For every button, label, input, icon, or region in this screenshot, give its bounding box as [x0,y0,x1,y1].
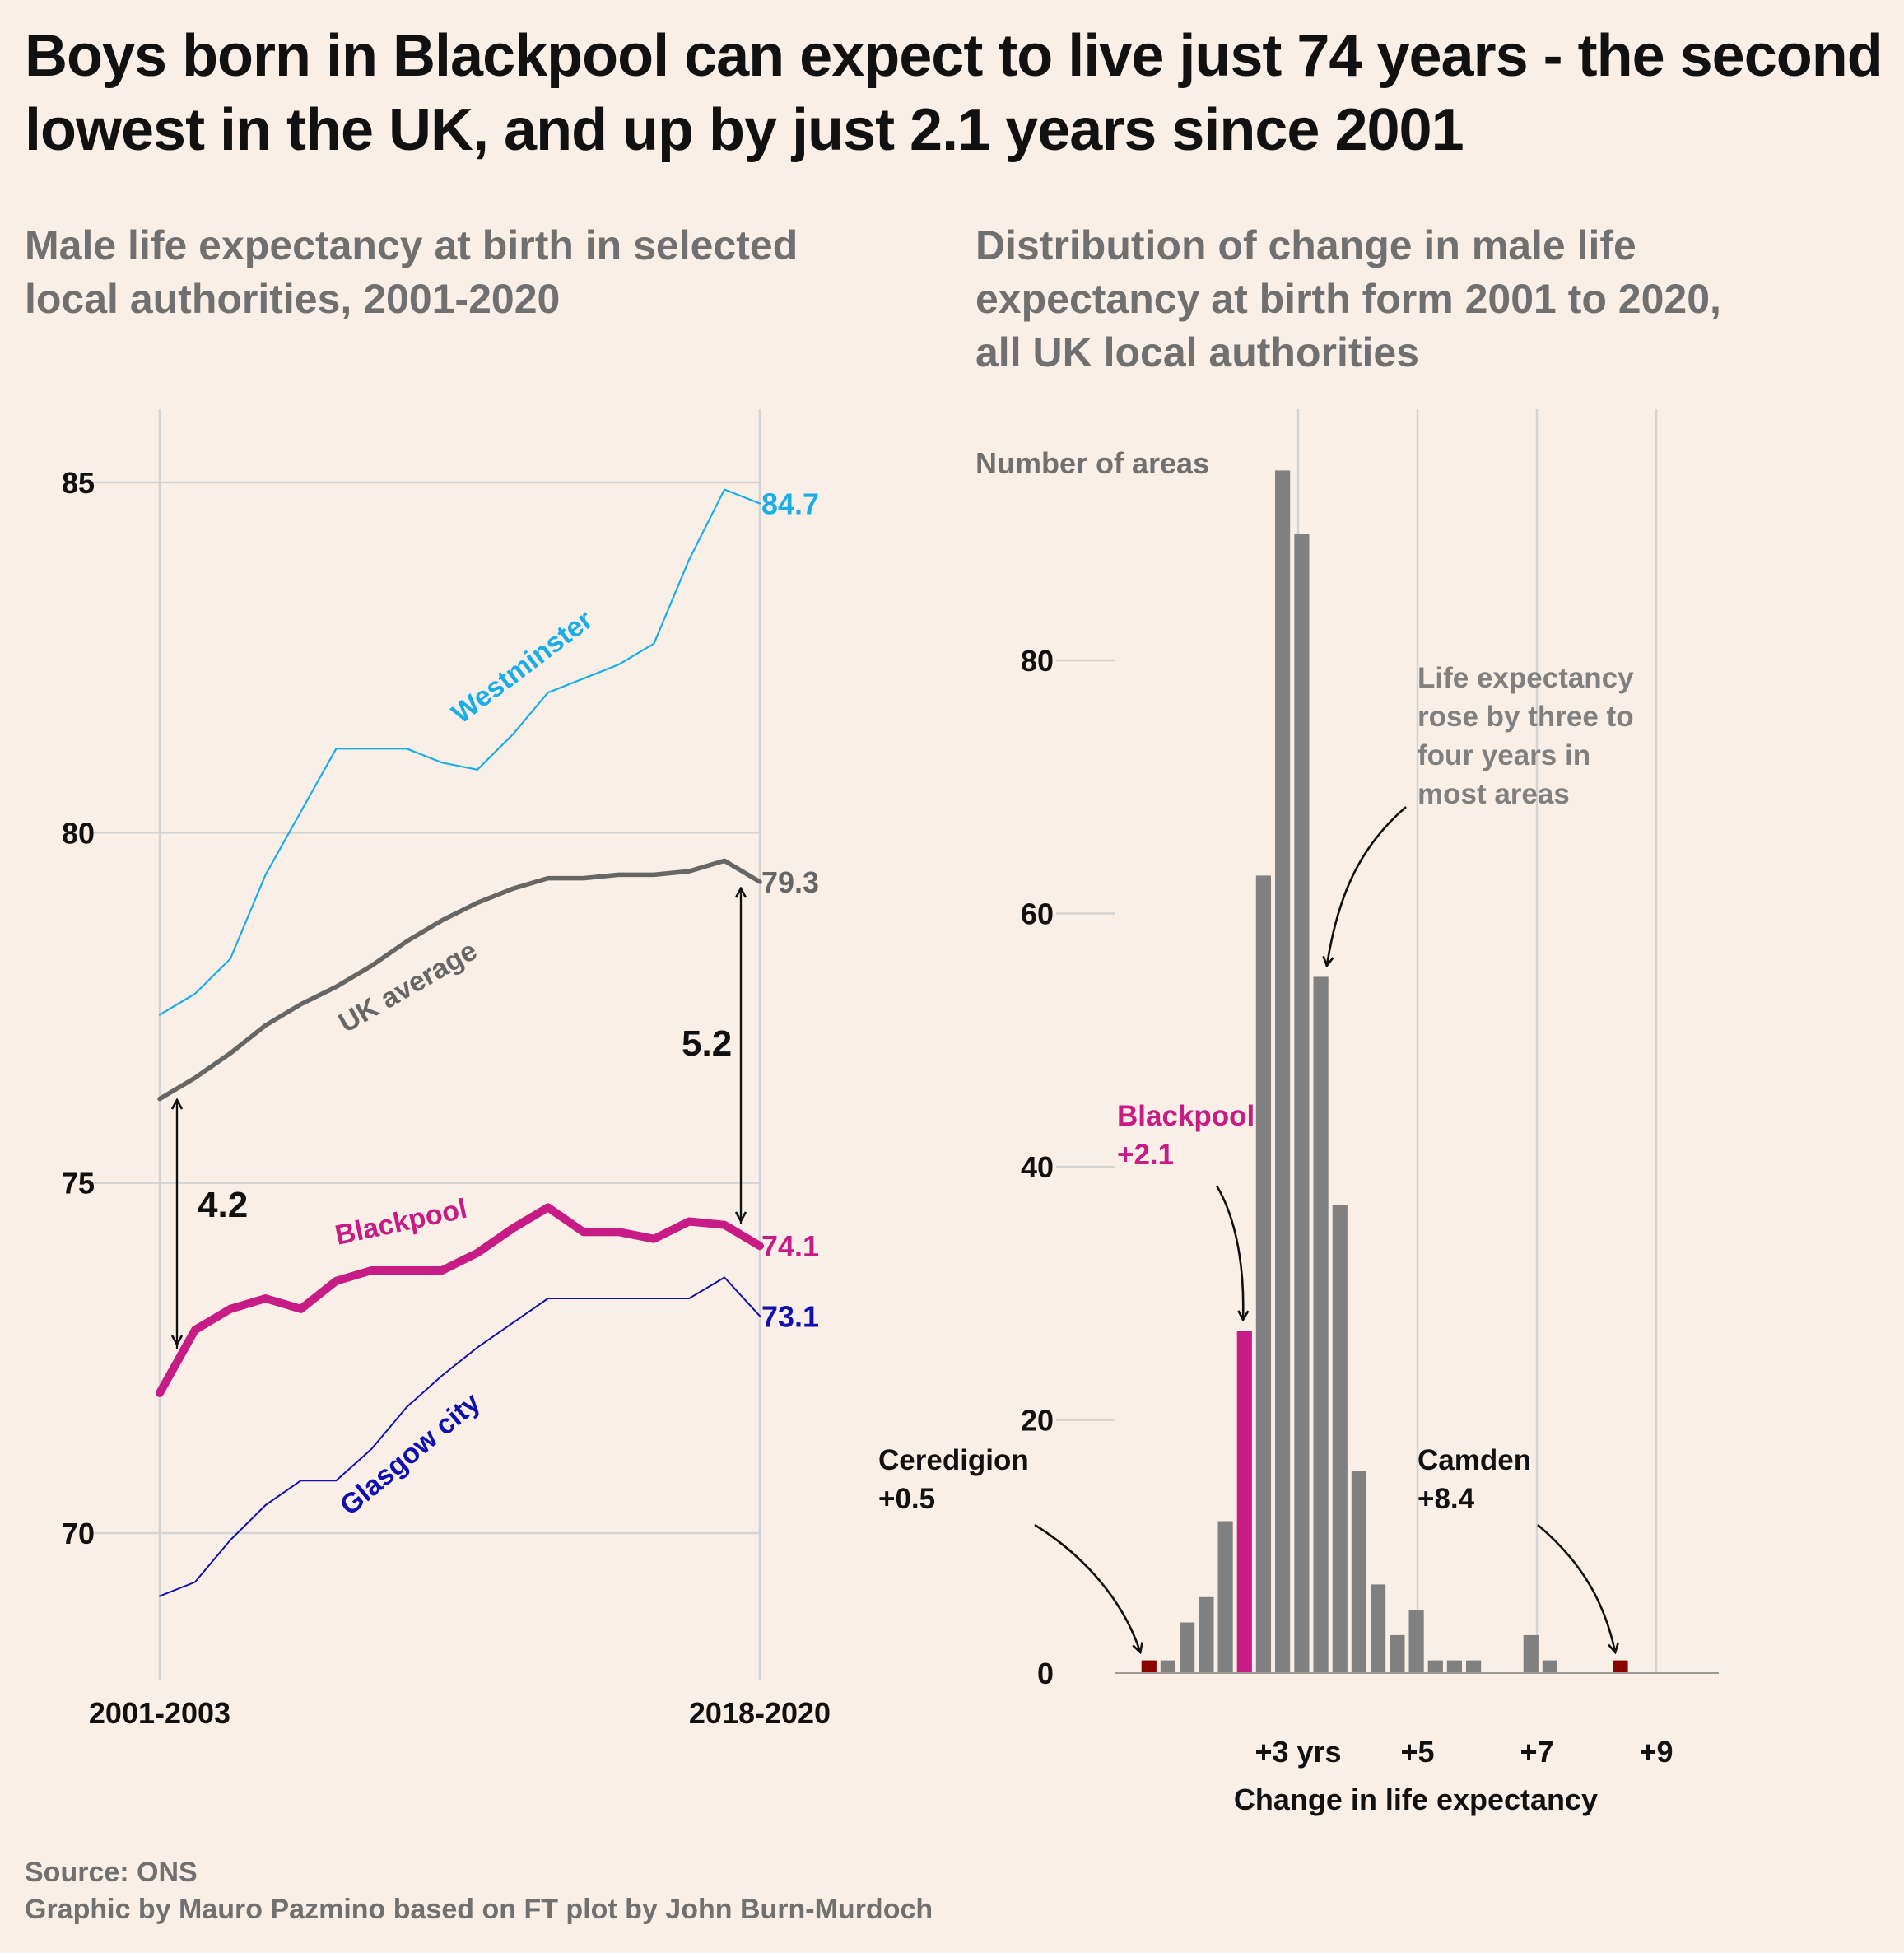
annotation-most-areas-line-4: most areas [1418,778,1570,810]
histogram-y-tick-80: 80 [1021,644,1054,678]
gap-label-2020: 5.2 [682,1023,732,1064]
series-label-westminster: Westminster [446,604,598,730]
series-label-blackpool: Blackpool [333,1193,470,1252]
annotation-most-areas-line-1: Life expectancy [1418,662,1634,694]
x-axis-title: Change in life expectancy [1234,1783,1598,1816]
line-chart-grid [91,409,761,1680]
histogram-bar [1371,1584,1386,1673]
line-chart: 70 75 80 85 2001-2003 2018-2020 84.7 79.3 74.… [62,409,831,1730]
histogram-bar [1390,1634,1405,1673]
right-chart-title-line-3: all UK local authorities [975,329,1419,375]
histogram-bar [1542,1660,1557,1673]
main-title-line-2: lowest in the UK, and up by just 2.1 yea… [25,97,1464,163]
gap-label-2001: 4.2 [198,1185,248,1225]
histogram-bar [1332,1205,1348,1673]
source-note: Source: ONS [25,1857,198,1888]
histogram-bar [1275,470,1291,1673]
right-chart-title-line-1: Distribution of change in male life [975,222,1636,268]
histogram-bar [1408,1610,1424,1673]
annotation-ceredigion-line-1: Ceredigion [878,1444,1029,1476]
annotation-most-areas-line-3: four years in [1418,739,1590,771]
annotation-blackpool-line-1: Blackpool [1117,1100,1255,1132]
annotation-camden-line-1: Camden [1418,1444,1531,1476]
annotation-ceredigion-arrow [1034,1523,1140,1652]
histogram-bar [1160,1660,1175,1673]
histogram-bar [1466,1660,1482,1673]
histogram-bar [1255,875,1271,1673]
end-label-blackpool: 74.1 [761,1229,819,1263]
histogram-y-tick-60: 60 [1021,897,1054,931]
histogram-bar [1236,1331,1252,1673]
y-tick-label-75: 75 [62,1167,95,1200]
annotation-blackpool-arrow [1215,1185,1243,1319]
credit-note: Graphic by Mauro Pazmino based on FT plo… [25,1894,933,1925]
series-line-uk-average [157,858,762,1102]
histogram-bar [1313,976,1329,1673]
histogram-x-ticks: +3 yrs +5 +7 +9 [1255,1735,1673,1769]
y-tick-label-85: 85 [62,466,95,500]
histogram-chart: 0 20 40 60 80 +3 yrs +5 +7 +9 Number of areas C… [878,409,1719,1816]
line-chart-series [156,488,764,1597]
annotation-camden-line-2: +8.4 [1418,1483,1475,1515]
series-line-westminster [158,488,761,1016]
histogram-y-tick-40: 40 [1021,1150,1054,1184]
line-chart-end-labels: 84.7 79.3 74.1 73.1 [761,487,819,1334]
end-label-uk-average: 79.3 [761,865,819,899]
annotation-ceredigion-line-2: +0.5 [878,1483,935,1515]
left-chart-title-line-1: Male life expectancy at birth in selecte… [25,222,798,268]
histogram-bar [1446,1660,1462,1673]
histogram-y-tick-0: 0 [1037,1657,1054,1690]
end-label-westminster: 84.7 [761,487,819,521]
annotation-camden-arrow [1537,1524,1615,1652]
line-chart-y-ticks: 70 75 80 85 [62,466,95,1550]
series-label-glasgow: Glasgow city [334,1387,486,1522]
end-label-glasgow-city: 73.1 [761,1299,819,1333]
histogram-bar [1180,1622,1195,1673]
histogram-bar [1427,1660,1443,1673]
y-axis-title: Number of areas [975,446,1209,480]
histogram-bar [1217,1521,1233,1673]
histogram-y-ticks: 0 20 40 60 80 [1021,644,1054,1690]
histogram-bar [1613,1660,1628,1673]
annotation-blackpool-line-2: +2.1 [1117,1139,1174,1171]
series-label-uk-average: UK average [333,935,482,1038]
annotation-most-areas-line-2: rose by three to [1418,701,1634,733]
histogram-x-tick-5: +5 [1400,1735,1434,1769]
histogram-bar [1523,1634,1539,1673]
histogram-bar [1141,1660,1157,1673]
x-tick-label-2001-2003: 2001-2003 [89,1696,230,1730]
series-line-glasgow-city [159,1276,761,1597]
main-title-line-1: Boys born in Blackpool can expect to liv… [25,23,1883,89]
x-tick-label-2018-2020: 2018-2020 [689,1696,831,1730]
right-chart-title-line-2: expectancy at birth form 2001 to 2020, [975,276,1721,322]
series-line-blackpool [156,1203,764,1397]
histogram-bar [1294,534,1310,1674]
histogram-x-tick-9: +9 [1639,1735,1673,1769]
histogram-y-tick-20: 20 [1021,1404,1054,1438]
histogram-x-tick-3: +3 yrs [1255,1735,1341,1769]
histogram-bar [1199,1596,1214,1674]
histogram-bar [1351,1471,1366,1673]
histogram-bars [1141,470,1628,1674]
histogram-x-tick-7: +7 [1520,1735,1553,1769]
annotation-most-areas-arrow [1327,806,1407,965]
y-tick-label-70: 70 [62,1517,95,1550]
y-tick-label-80: 80 [62,816,95,850]
left-chart-title-line-2: local authorities, 2001-2020 [25,276,560,322]
